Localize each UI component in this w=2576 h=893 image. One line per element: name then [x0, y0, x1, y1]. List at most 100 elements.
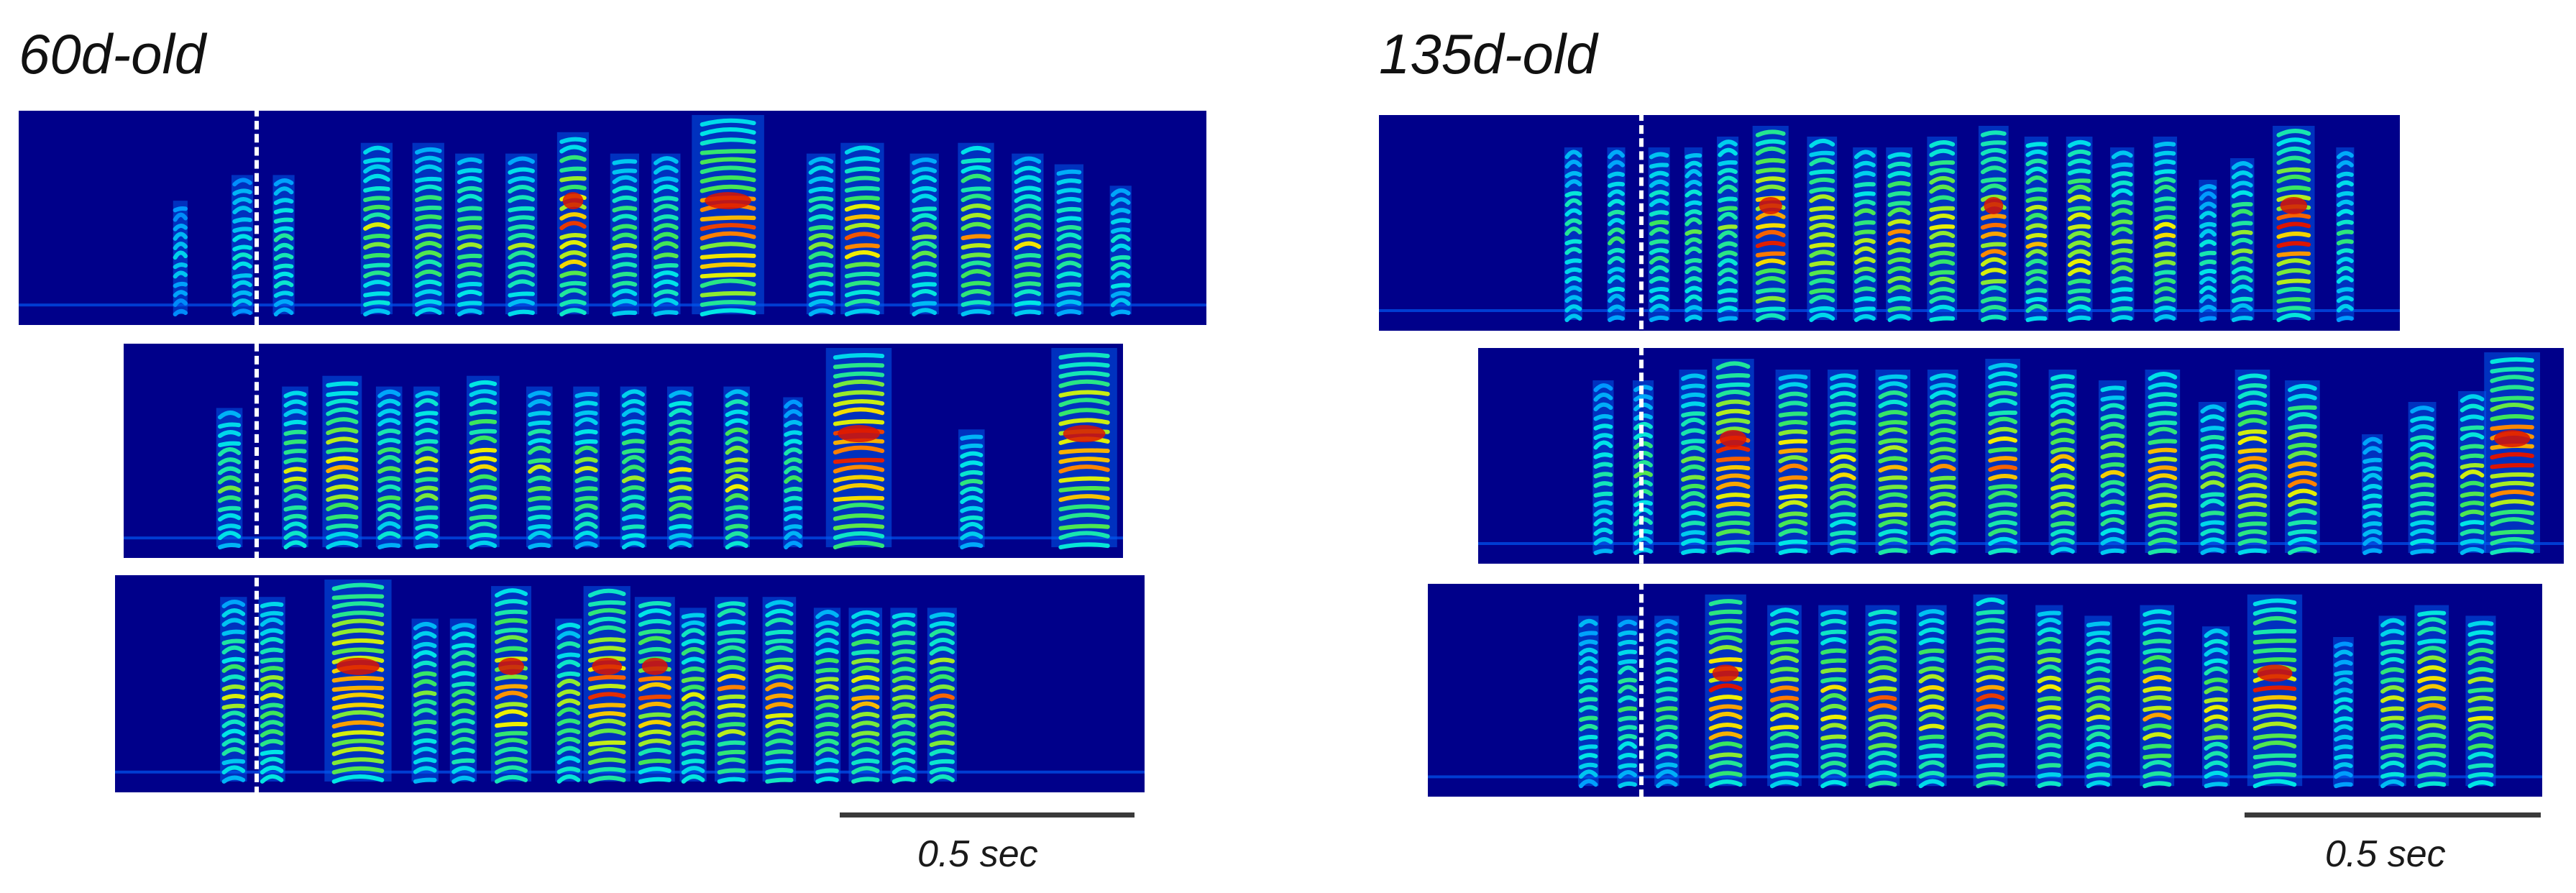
harmonic-stripe — [1618, 659, 1637, 666]
harmonic-stripe — [414, 259, 442, 269]
harmonic-stripe — [681, 692, 705, 702]
syllable — [1012, 153, 1044, 317]
energy-peak — [1719, 430, 1747, 447]
harmonic-stripe — [1820, 693, 1847, 703]
harmonic-stripe — [495, 690, 528, 700]
harmonic-stripe — [929, 637, 955, 647]
harmonic-stripe — [1715, 389, 1751, 398]
harmonic-stripe — [1830, 547, 1856, 555]
harmonic-stripe — [784, 531, 802, 541]
harmonic-stripe — [2037, 675, 2061, 684]
harmonic-stripe — [1681, 428, 1705, 436]
harmonic-stripe — [2460, 470, 2485, 480]
harmonic-stripe — [844, 280, 880, 288]
harmonic-stripe — [273, 233, 294, 242]
harmonic-stripe — [2288, 488, 2317, 498]
harmonic-stripe — [217, 457, 242, 466]
harmonic-stripe — [1976, 753, 2005, 760]
harmonic-stripe — [1718, 147, 1738, 157]
harmonic-stripe — [283, 513, 307, 521]
harmonic-stripe — [2111, 315, 2133, 322]
harmonic-stripe — [2417, 638, 2447, 646]
harmonic-stripe — [414, 307, 442, 317]
harmonic-stripe — [326, 398, 359, 407]
harmonic-stripe — [1980, 214, 2007, 221]
harmonic-stripe — [415, 418, 439, 427]
harmonic-stripe — [221, 738, 246, 747]
harmonic-stripe — [1988, 473, 2017, 482]
harmonic-stripe — [2148, 527, 2178, 537]
harmonic-stripe — [2336, 296, 2354, 303]
harmonic-stripe — [1976, 704, 2005, 712]
harmonic-stripe — [929, 674, 955, 684]
harmonic-stripe — [717, 630, 746, 636]
harmonic-stripe — [808, 186, 834, 194]
harmonic-stripe — [469, 429, 498, 436]
harmonic-stripe — [452, 689, 475, 697]
harmonic-stripe — [1685, 200, 1702, 207]
harmonic-stripe — [2148, 392, 2178, 400]
harmonic-stripe — [1110, 227, 1131, 234]
harmonic-stripe — [1110, 270, 1131, 280]
harmonic-stripe — [1853, 296, 1876, 303]
harmonic-stripe — [331, 710, 385, 720]
harmonic-stripe — [1988, 484, 2017, 490]
harmonic-stripe — [2148, 537, 2178, 546]
harmonic-stripe — [1830, 500, 1856, 510]
harmonic-stripe — [2237, 456, 2268, 464]
harmonic-stripe — [1830, 490, 1856, 500]
harmonic-stripe — [929, 740, 955, 748]
harmonic-stripe — [2252, 598, 2297, 607]
harmonic-stripe — [1755, 240, 1786, 249]
syllable — [2140, 605, 2175, 789]
harmonic-stripe — [1618, 763, 1637, 769]
harmonic-stripe — [1608, 198, 1625, 207]
spectrogram-135d-2 — [1478, 348, 2564, 564]
harmonic-stripe — [2490, 480, 2534, 488]
harmonic-stripe — [1608, 209, 1625, 217]
harmonic-stripe — [1778, 382, 1808, 390]
harmonic-stripe — [2200, 498, 2225, 508]
harmonic-stripe — [2231, 266, 2253, 275]
harmonic-stripe — [1578, 677, 1598, 684]
harmonic-stripe — [717, 729, 746, 738]
harmonic-stripe — [452, 681, 475, 688]
harmonic-stripe — [960, 460, 984, 468]
syllable — [620, 386, 647, 550]
harmonic-stripe — [1976, 684, 2005, 692]
harmonic-stripe — [1718, 224, 1738, 231]
harmonic-stripe — [1929, 295, 1956, 304]
harmonic-stripe — [2142, 781, 2172, 789]
harmonic-stripe — [2142, 655, 2172, 665]
harmonic-stripe — [2410, 462, 2434, 470]
harmonic-stripe — [508, 270, 535, 279]
harmonic-stripe — [1868, 703, 1897, 713]
harmonic-stripe — [621, 419, 645, 427]
harmonic-stripe — [377, 429, 401, 436]
harmonic-stripe — [1809, 278, 1835, 285]
harmonic-stripe — [2025, 175, 2048, 185]
harmonic-stripe — [469, 514, 498, 521]
harmonic-stripe — [2100, 421, 2125, 431]
harmonic-stripe — [891, 720, 916, 729]
harmonic-stripe — [1868, 780, 1897, 789]
harmonic-stripe — [765, 657, 794, 664]
harmonic-stripe — [851, 629, 880, 638]
harmonic-stripe — [1649, 227, 1669, 236]
harmonic-stripe — [414, 240, 442, 250]
harmonic-stripe — [1681, 392, 1705, 400]
harmonic-stripe — [232, 197, 252, 206]
syllable — [1916, 605, 1947, 789]
harmonic-stripe — [960, 434, 984, 441]
harmonic-stripe — [587, 711, 626, 719]
harmonic-stripe — [2050, 492, 2075, 500]
harmonic-stripe — [2276, 232, 2311, 239]
energy-peak — [1063, 425, 1106, 443]
harmonic-stripe — [221, 710, 246, 720]
harmonic-stripe — [377, 447, 401, 455]
harmonic-stripe — [1058, 352, 1110, 360]
harmonic-stripe — [2362, 493, 2383, 500]
harmonic-stripe — [2204, 782, 2228, 789]
harmonic-stripe — [815, 684, 839, 692]
harmonic-stripe — [1980, 183, 2007, 193]
